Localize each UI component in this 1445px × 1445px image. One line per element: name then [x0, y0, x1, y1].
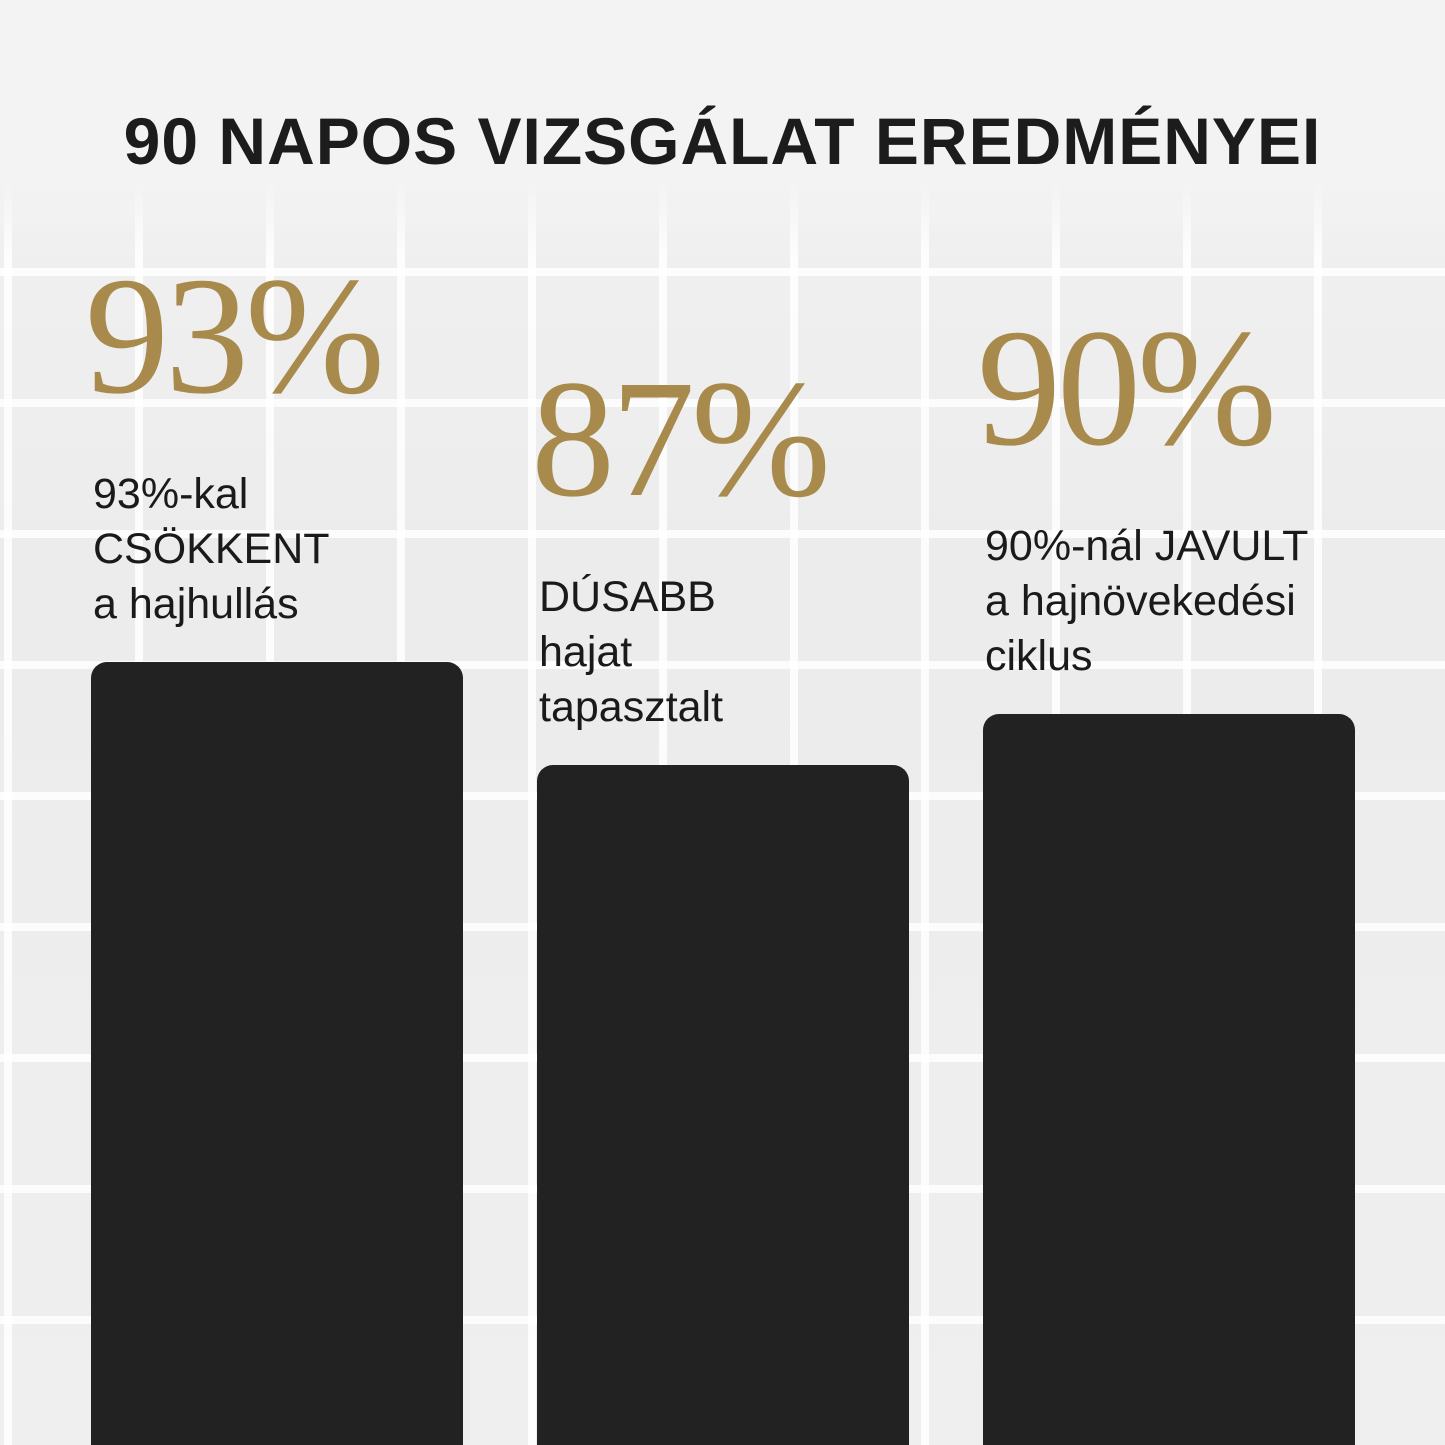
bar [983, 713, 1355, 1445]
category-label-line: DÚSABB [539, 573, 716, 621]
category-label-line: a hajnövekedési [985, 576, 1296, 625]
category-label-line: a hajhullás [93, 580, 299, 628]
chart-title: 90 NAPOS VIZSGÁLAT EREDMÉNYEI [123, 104, 1322, 178]
category-label-line: ciklus [985, 631, 1093, 680]
bar [537, 765, 909, 1445]
bar [91, 662, 463, 1445]
category-label-line: 93%-kal [93, 470, 249, 518]
category-label: 93%-kal CSÖKKENT a hajhullás [93, 467, 330, 632]
category-label-line: hajat [539, 628, 633, 676]
value-label: 87% [531, 346, 831, 532]
category-label: 90%-nál JAVULT a hajnövekedési ciklus [985, 519, 1308, 684]
category-label: DÚSABB hajat tapasztalt [539, 570, 723, 735]
value-label: 93% [85, 243, 385, 429]
category-label-line: 90%-nál JAVULT [985, 521, 1309, 570]
category-label-line: CSÖKKENT [93, 525, 330, 573]
category-label-line: tapasztalt [539, 683, 724, 731]
value-label: 90% [977, 294, 1277, 481]
background-fade [0, 0, 1445, 260]
